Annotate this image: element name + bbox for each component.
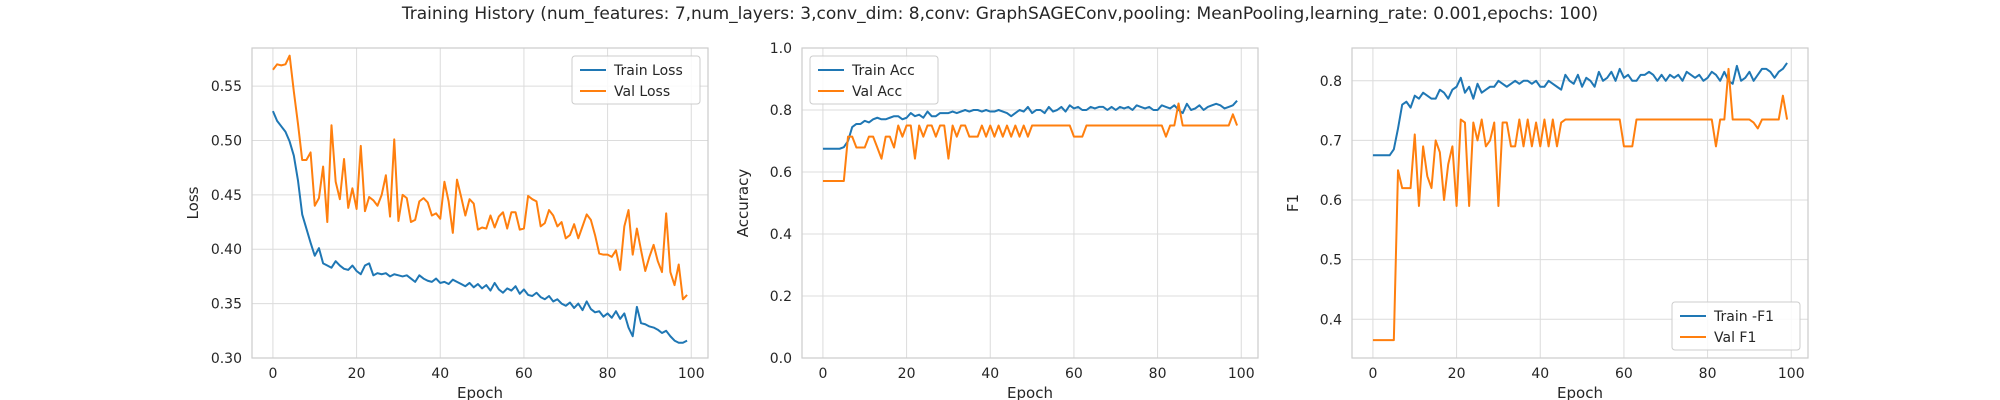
- y-tick-label: 0.55: [211, 79, 242, 95]
- x-tick-label: 0: [1368, 366, 1377, 382]
- y-tick-label: 0.45: [211, 188, 242, 204]
- y-axis-label: Accuracy: [734, 169, 752, 238]
- x-axis-label: Epoch: [1007, 384, 1053, 400]
- y-tick-label: 0.4: [1320, 312, 1342, 328]
- x-tick-label: 80: [599, 366, 617, 382]
- x-tick-label: 20: [898, 366, 916, 382]
- axes-frame: [801, 47, 1259, 359]
- subplot-accuracy: 0 20 40 60 80 100 0.0 0.2 0.4 0.6 0.8 1.0 Epoch Accur…: [734, 41, 1259, 400]
- x-tick-label: 80: [1699, 366, 1717, 382]
- subplot-loss: 0 20 40 60 80 100 0.30 0.35 0.40 0.45 0.50 0.55 Epoc…: [184, 47, 709, 400]
- y-tick-label: 0.0: [770, 351, 792, 367]
- y-tick-label: 0.2: [770, 289, 792, 305]
- x-tick-label: 0: [818, 366, 827, 382]
- legend-entry: Train -F1: [1713, 309, 1774, 325]
- y-tick-label: 0.5: [1320, 253, 1342, 269]
- x-tick-label: 100: [1778, 366, 1805, 382]
- x-axis-label: Epoch: [457, 384, 503, 400]
- subplot-f1: 0 20 40 60 80 100 0.4 0.5 0.6 0.7 0.8 Epoch F1 Train …: [1284, 47, 1809, 400]
- y-tick-label: 0.7: [1320, 133, 1342, 149]
- legend: Train Acc Val Acc: [809, 55, 939, 105]
- y-tick-label: 0.30: [211, 351, 242, 367]
- legend-entry: Val Acc: [852, 84, 902, 100]
- legend-entry: Train Loss: [613, 63, 683, 79]
- legend-entry: Val F1: [1714, 330, 1756, 346]
- y-tick-label: 1.0: [770, 41, 792, 57]
- x-tick-label: 40: [431, 366, 449, 382]
- legend: Train Loss Val Loss: [571, 55, 701, 105]
- x-tick-label: 100: [678, 366, 705, 382]
- series-line-train: [822, 100, 1238, 150]
- y-tick-label: 0.40: [211, 242, 242, 258]
- y-tick-label: 0.8: [770, 103, 792, 119]
- axes-frame: [251, 47, 709, 359]
- y-axis-label: Loss: [184, 186, 202, 219]
- x-tick-label: 60: [1615, 366, 1633, 382]
- series-line-val: [1372, 67, 1789, 342]
- x-tick-label: 20: [348, 366, 366, 382]
- x-tick-label: 0: [268, 366, 277, 382]
- series-line-train: [272, 110, 688, 344]
- y-tick-label: 0.6: [770, 165, 792, 181]
- y-tick-label: 0.4: [770, 227, 792, 243]
- series-line-val: [822, 102, 1239, 182]
- grid: [1352, 48, 1808, 358]
- legend-entry: Val Loss: [614, 84, 670, 100]
- y-axis-label: F1: [1284, 194, 1302, 212]
- y-tick-label: 0.6: [1320, 193, 1342, 209]
- x-tick-label: 100: [1228, 366, 1255, 382]
- y-tick-label: 0.50: [211, 133, 242, 149]
- x-tick-label: 60: [1065, 366, 1083, 382]
- legend: Train -F1 Val F1: [1671, 301, 1801, 351]
- series-line-train: [1372, 62, 1788, 157]
- x-tick-label: 60: [515, 366, 533, 382]
- x-tick-label: 20: [1448, 366, 1466, 382]
- y-tick-label: 0.35: [211, 297, 242, 313]
- x-axis-label: Epoch: [1557, 384, 1603, 400]
- legend-entry: Train Acc: [851, 63, 915, 79]
- series-line-val: [272, 54, 688, 301]
- x-tick-label: 80: [1149, 366, 1167, 382]
- x-tick-label: 40: [1531, 366, 1549, 382]
- x-tick-label: 40: [981, 366, 999, 382]
- axes-frame: [1351, 47, 1809, 359]
- figure-title: Training History (num_features: 7,num_la…: [401, 4, 1599, 24]
- y-tick-label: 0.8: [1320, 74, 1342, 90]
